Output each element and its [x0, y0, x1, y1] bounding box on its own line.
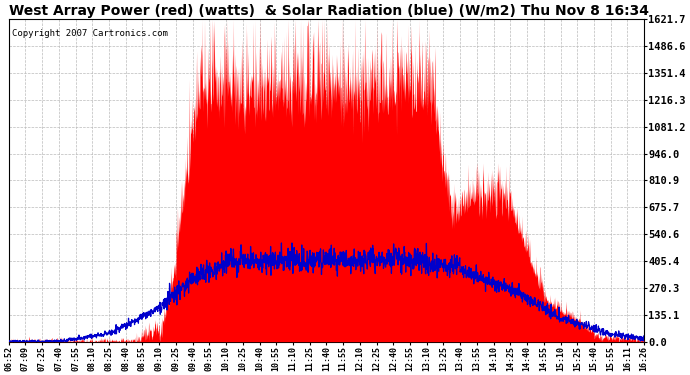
Text: West Array Power (red) (watts)  & Solar Radiation (blue) (W/m2) Thu Nov 8 16:34: West Array Power (red) (watts) & Solar R…	[9, 4, 649, 18]
Text: Copyright 2007 Cartronics.com: Copyright 2007 Cartronics.com	[12, 29, 168, 38]
